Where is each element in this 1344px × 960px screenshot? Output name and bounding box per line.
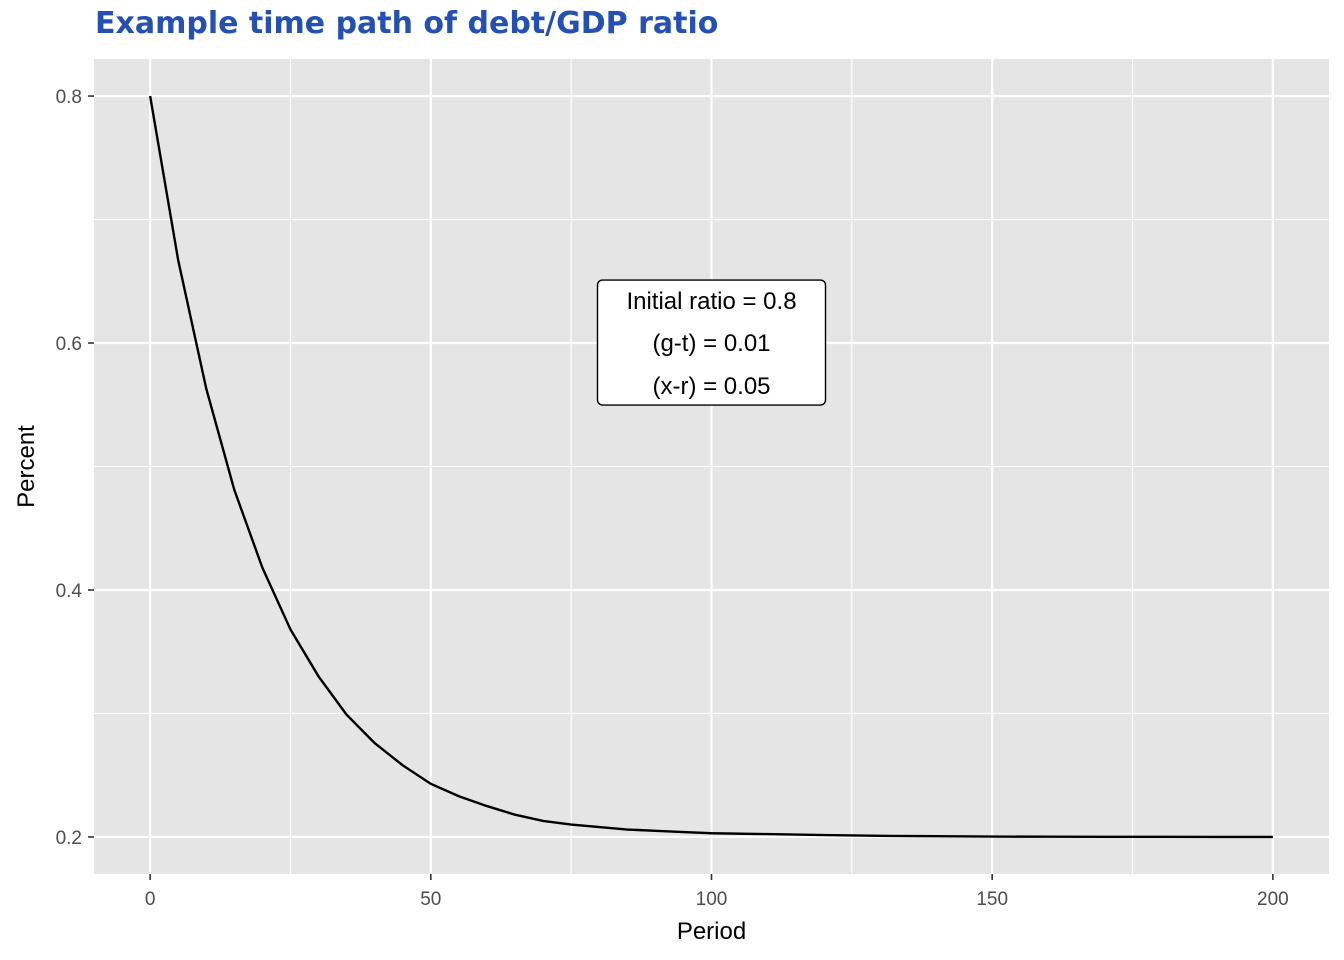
annotation-line-1: Initial ratio = 0.8: [626, 288, 796, 315]
annotation-line-2: (g-t) = 0.01: [652, 330, 770, 357]
annotation-border: [596, 279, 827, 406]
y-tick-label: 0.4: [56, 581, 83, 602]
y-axis: 0.2 0.4 0.6 0.8: [56, 87, 94, 849]
chart-title: Example time path of debt/GDP ratio: [95, 6, 719, 41]
x-axis: 0 50 100 150 200: [145, 874, 1289, 910]
x-tick-label: 200: [1257, 889, 1289, 910]
x-tick-label: 150: [976, 889, 1008, 910]
annotation-line-3: (x-r) = 0.05: [652, 373, 770, 400]
major-gridlines: [94, 59, 1329, 874]
y-tick-label: 0.6: [56, 334, 82, 355]
y-tick-label: 0.2: [56, 828, 82, 849]
y-axis-title: Percent: [13, 425, 40, 508]
x-tick-label: 0: [145, 889, 156, 910]
series-line: [148, 95, 1273, 839]
x-tick-label: 100: [696, 889, 728, 910]
x-axis-title: Period: [677, 918, 746, 945]
annotation-box: Initial ratio = 0.8 (g-t) = 0.01 (x-r) =…: [596, 279, 827, 406]
x-tick-label: 50: [420, 889, 441, 910]
y-tick-label: 0.8: [56, 87, 82, 108]
